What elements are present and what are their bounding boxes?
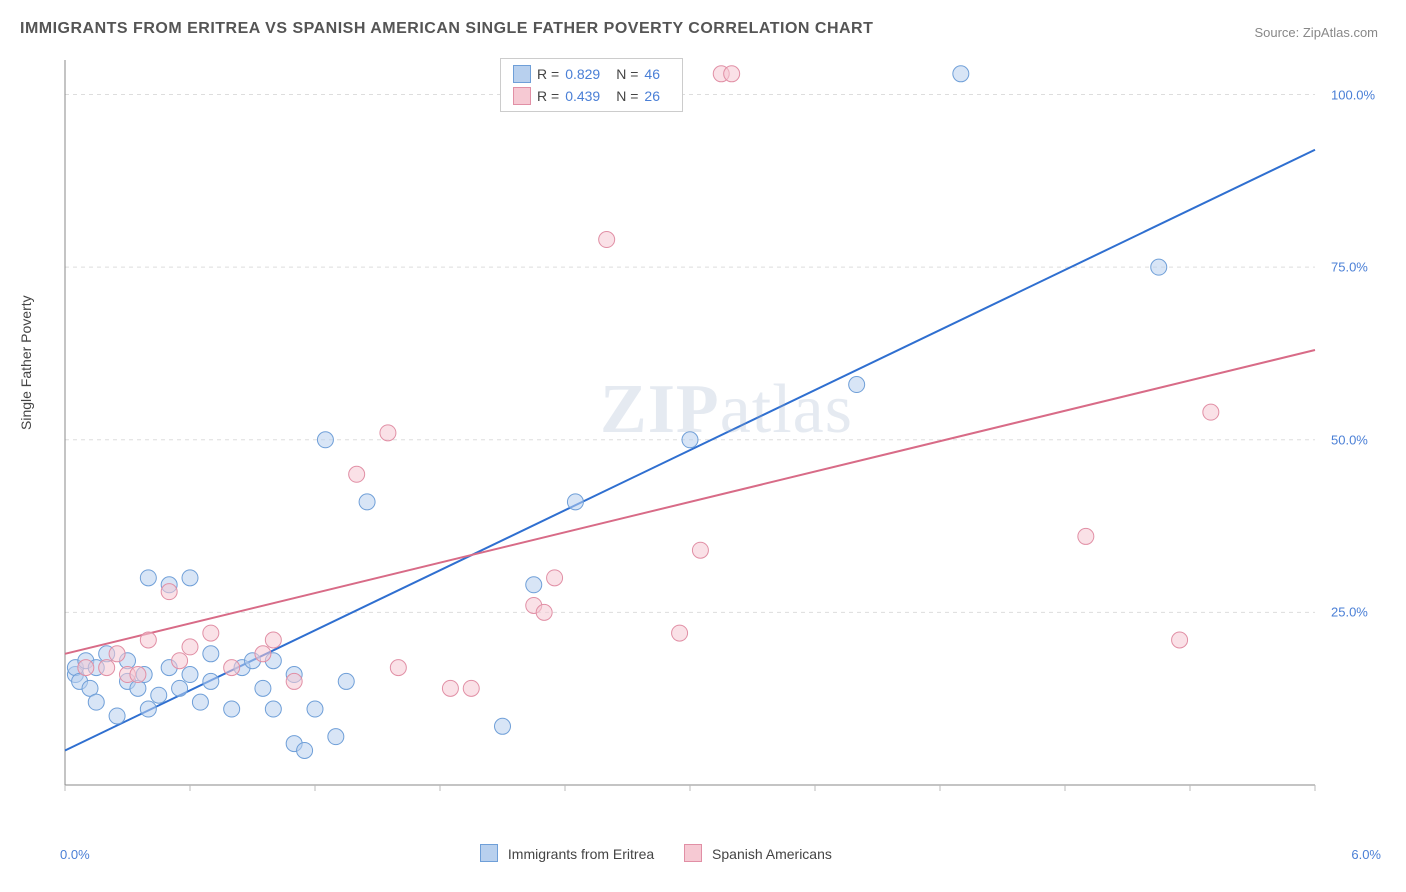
scatter-plot: [60, 55, 1320, 805]
y-tick-label: 50.0%: [1331, 432, 1391, 447]
legend-item-spanish: Spanish Americans: [684, 844, 832, 862]
legend-swatch-spanish: [513, 87, 531, 105]
legend-swatch-spanish: [684, 844, 702, 862]
legend-row-spanish: R = 0.439 N = 26: [513, 85, 670, 107]
legend-stats: R = 0.829 N = 46 R = 0.439 N = 26: [500, 58, 683, 112]
n-value-spanish: 26: [644, 88, 660, 104]
legend-row-eritrea: R = 0.829 N = 46: [513, 63, 670, 85]
source-label: Source: ZipAtlas.com: [1254, 25, 1378, 40]
r-label: R =: [537, 88, 559, 104]
r-value-spanish: 0.439: [565, 88, 600, 104]
r-value-eritrea: 0.829: [565, 66, 600, 82]
n-value-eritrea: 46: [644, 66, 660, 82]
legend-swatch-eritrea: [513, 65, 531, 83]
legend-label-spanish: Spanish Americans: [712, 846, 832, 862]
r-label: R =: [537, 66, 559, 82]
legend-item-eritrea: Immigrants from Eritrea: [480, 844, 654, 862]
x-axis-max: 6.0%: [1351, 847, 1381, 862]
legend-series: Immigrants from Eritrea Spanish American…: [480, 844, 832, 862]
legend-label-eritrea: Immigrants from Eritrea: [508, 846, 654, 862]
n-label: N =: [616, 88, 638, 104]
y-tick-label: 100.0%: [1331, 87, 1391, 102]
legend-swatch-eritrea: [480, 844, 498, 862]
n-label: N =: [616, 66, 638, 82]
y-axis-label: Single Father Poverty: [18, 295, 34, 430]
x-axis-min: 0.0%: [60, 847, 90, 862]
plot-svg: [60, 55, 1320, 805]
y-tick-label: 75.0%: [1331, 260, 1391, 275]
chart-title: IMMIGRANTS FROM ERITREA VS SPANISH AMERI…: [20, 20, 873, 38]
y-tick-label: 25.0%: [1331, 605, 1391, 620]
